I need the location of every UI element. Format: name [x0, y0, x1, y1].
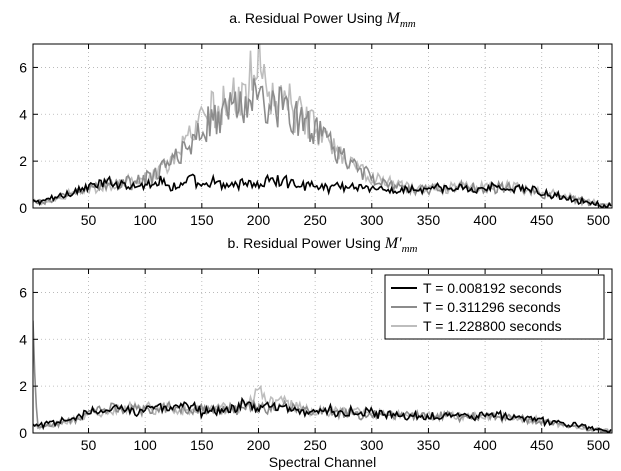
x-tick-label: 100	[133, 437, 157, 453]
y-tick-label: 0	[19, 425, 27, 441]
axes-frame	[32, 268, 613, 434]
x-tick-label: 350	[417, 437, 441, 453]
series-line-2	[33, 384, 611, 433]
y-tick-label: 2	[19, 378, 27, 394]
x-tick-label: 50	[81, 212, 97, 228]
x-tick-label: 500	[587, 212, 611, 228]
y-tick-label: 4	[19, 331, 27, 347]
legend-entry: T = 1.228800 seconds	[423, 318, 562, 334]
x-tick-label: 300	[360, 212, 384, 228]
x-tick-label: 250	[303, 212, 327, 228]
y-tick-label: 2	[19, 153, 27, 169]
x-tick-label: 150	[190, 212, 214, 228]
x-tick-label: 400	[473, 437, 497, 453]
x-tick-label: 450	[530, 437, 554, 453]
x-tick-label: 300	[360, 437, 384, 453]
series-line-0	[33, 173, 612, 208]
y-tick-label: 4	[19, 106, 27, 122]
chart-title: a. Residual Power Using Mmm	[229, 10, 415, 30]
series-line-0	[33, 396, 612, 433]
x-tick-label: 100	[133, 212, 157, 228]
x-tick-label: 50	[81, 437, 97, 453]
series-line-2	[33, 44, 612, 208]
x-axis-label: Spectral Channel	[269, 454, 376, 470]
y-tick-label: 6	[19, 59, 27, 75]
legend-entry: T = 0.008192 seconds	[423, 280, 562, 296]
legend: T = 0.008192 seconds T = 0.311296 seconds…	[384, 274, 605, 340]
axes-frame	[32, 43, 613, 209]
x-tick-label: 500	[587, 437, 611, 453]
x-tick-label: 250	[303, 437, 327, 453]
legend-entry: T = 0.311296 seconds	[423, 299, 561, 315]
legend-box	[384, 274, 605, 340]
series-line-1	[33, 78, 611, 208]
x-tick-label: 400	[473, 212, 497, 228]
y-tick-label: 6	[19, 284, 27, 300]
y-tick-label: 0	[19, 200, 27, 216]
x-tick-label: 200	[247, 212, 271, 228]
panel-b: b. Residual Power Using M′mm 50 100 150 200 2…	[19, 235, 613, 470]
x-tick-label: 350	[417, 212, 441, 228]
x-tick-label: 200	[247, 437, 271, 453]
x-tick-label: 150	[190, 437, 214, 453]
x-tick-label: 450	[530, 212, 554, 228]
chart-title: b. Residual Power Using M′mm	[228, 235, 418, 255]
